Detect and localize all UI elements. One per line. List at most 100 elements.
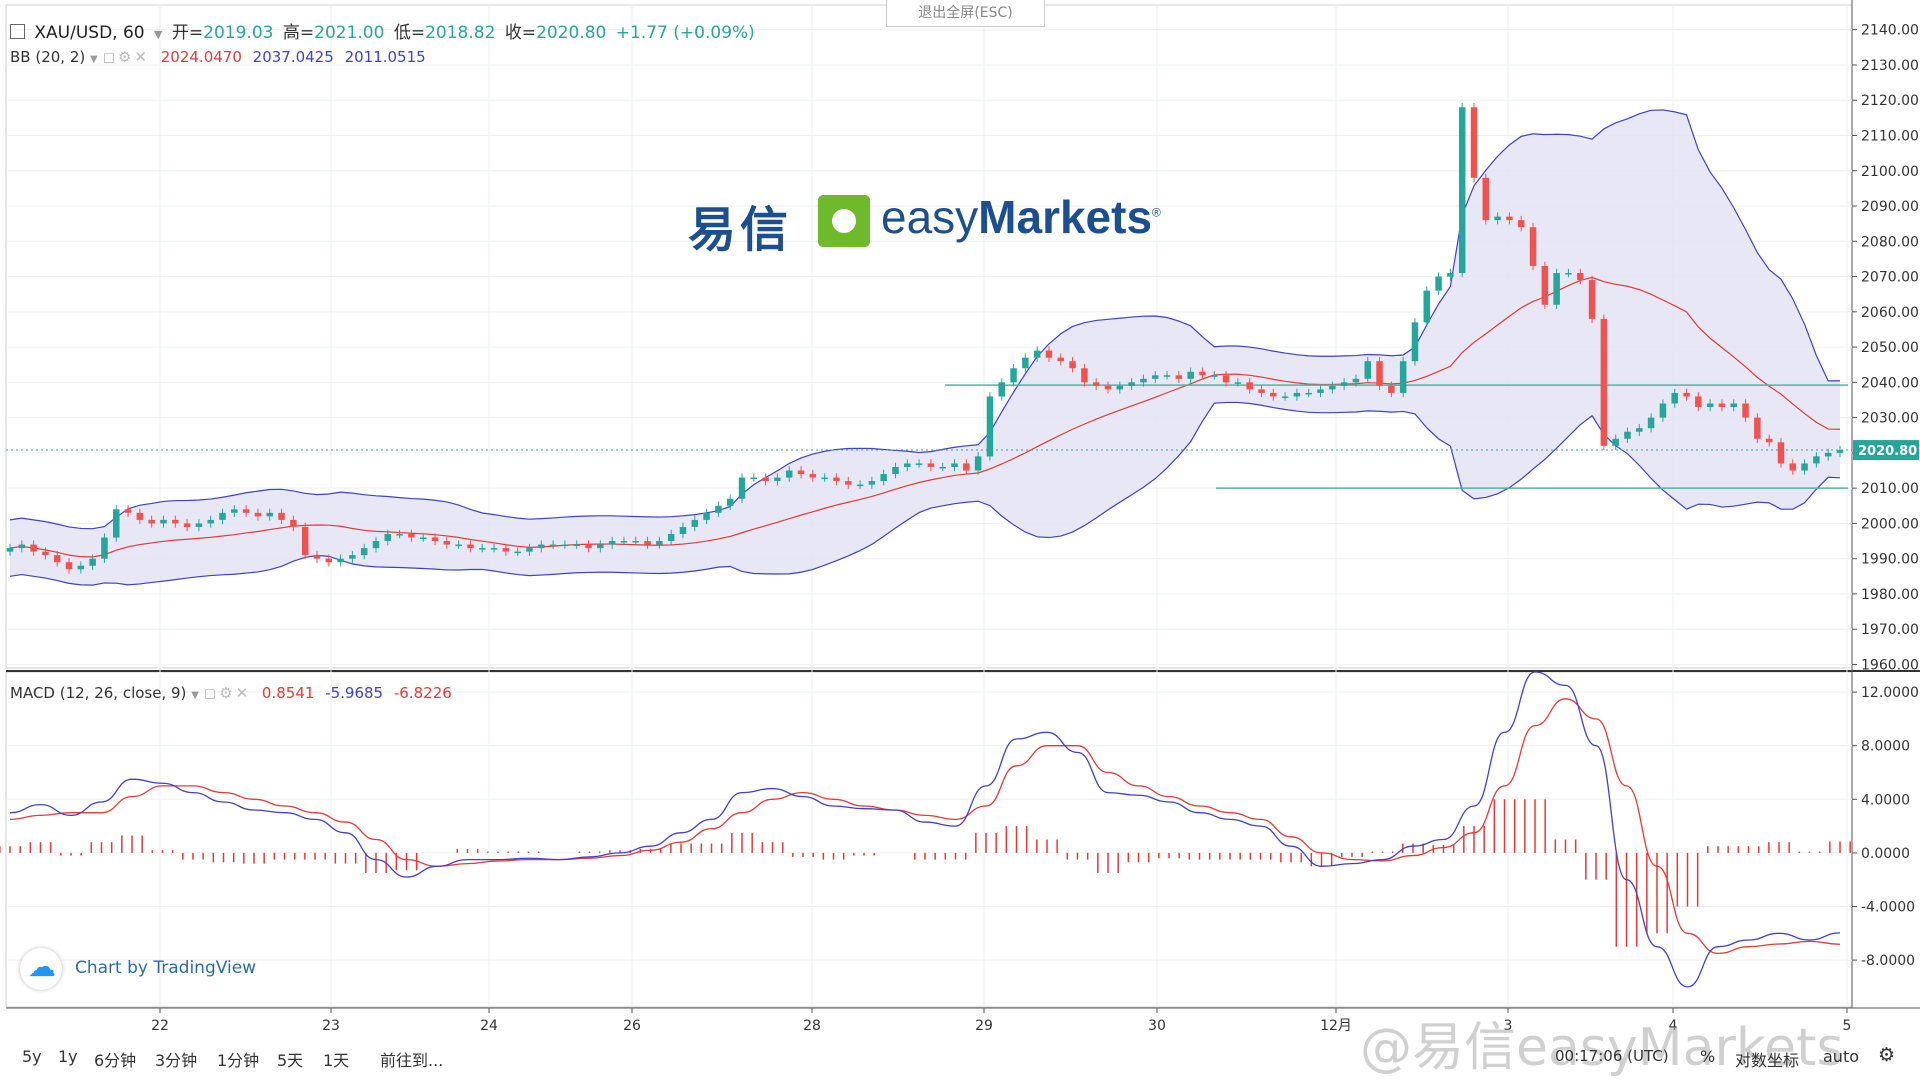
candle-body: [30, 544, 37, 552]
candle-body: [1470, 107, 1478, 178]
macd-tick-label: -4.0000: [1861, 900, 1915, 916]
symbol-label[interactable]: XAU/USD, 60: [34, 23, 145, 43]
candle-body: [986, 396, 994, 457]
logo-cn: 易信: [688, 202, 793, 258]
candle-body: [254, 512, 262, 517]
candle-body: [1801, 463, 1808, 471]
macd-tick-label: 4.0000: [1861, 792, 1910, 808]
candle-body: [1092, 382, 1100, 386]
candle-body: [1494, 216, 1501, 221]
signal-line: [9, 698, 1841, 955]
candle-body: [278, 512, 285, 520]
macd-label[interactable]: MACD (12, 26, close, 9): [10, 684, 187, 702]
y-tick-label: 2090.00: [1861, 199, 1919, 215]
x-tick-label: 23: [322, 1018, 340, 1034]
x-tick-label: 24: [480, 1018, 498, 1034]
candle-body: [1612, 438, 1619, 446]
indicator-controls-icon[interactable]: ◻⚙✕: [102, 48, 150, 66]
open-value: 2019.03: [203, 23, 274, 43]
x-tick-label: 29: [975, 1018, 993, 1034]
candle-body: [219, 512, 226, 520]
candle-body: [1577, 273, 1584, 281]
candle-body: [1140, 378, 1147, 383]
indicator-controls-icon[interactable]: ◻⚙✕: [203, 684, 252, 702]
candle-body: [172, 519, 179, 524]
candle-body: [1104, 385, 1112, 390]
candle-body: [160, 519, 167, 524]
candle-body: [880, 474, 887, 482]
bb-upper-line: [9, 109, 1841, 530]
candle-body: [1317, 389, 1324, 393]
candle-body: [136, 512, 144, 520]
candle-body: [479, 548, 486, 550]
chevron-down-icon[interactable]: ▼: [90, 54, 98, 65]
candle-body: [6, 548, 14, 552]
candle-body: [797, 470, 805, 475]
y-tick-label: 2040.00: [1861, 375, 1919, 391]
candle-body: [1175, 375, 1183, 379]
candle-body: [1706, 403, 1714, 408]
candle-body: [750, 477, 758, 480]
candle-body: [1754, 417, 1761, 439]
candle-body: [372, 541, 380, 549]
y-tick-label: 2100.00: [1861, 164, 1919, 180]
collapse-icon[interactable]: [10, 24, 25, 39]
gear-icon[interactable]: ⚙: [1878, 1044, 1896, 1066]
macd-legend: MACD (12, 26, close, 9) ▼ ◻⚙✕ 0.8541 -5.…: [10, 684, 452, 702]
goto-button[interactable]: 前往到...: [380, 1051, 444, 1070]
candle-body: [785, 470, 793, 478]
range-6min-button[interactable]: 6分钟: [94, 1051, 137, 1070]
candle-body: [951, 463, 958, 467]
candle-body: [301, 526, 309, 556]
candle-body: [915, 463, 923, 465]
macd-tick-label: 0.0000: [1861, 846, 1910, 862]
macd-tick-label: 12.0000: [1861, 685, 1919, 701]
candle-body: [1033, 350, 1041, 358]
y-tick-label: 2060.00: [1861, 305, 1919, 321]
high-label: 高=: [282, 23, 315, 43]
candle-body: [597, 544, 604, 549]
candle-body: [349, 555, 356, 559]
range-1y-button[interactable]: 1y: [58, 1047, 78, 1066]
candle-body: [1010, 368, 1017, 383]
candle-body: [667, 533, 675, 542]
bb-middle-value: 2037.0425: [252, 48, 334, 66]
candle-body: [360, 548, 368, 556]
range-3min-button[interactable]: 3分钟: [155, 1051, 198, 1070]
candle-body: [1447, 273, 1454, 277]
range-1d-button[interactable]: 1天: [323, 1051, 350, 1070]
range-5d-button[interactable]: 5天: [277, 1051, 304, 1070]
chevron-down-icon[interactable]: ▼: [191, 690, 199, 701]
chevron-down-icon[interactable]: ▼: [154, 28, 163, 41]
auto-scale-button[interactable]: auto: [1823, 1047, 1860, 1066]
candle-body: [620, 541, 628, 543]
candle-body: [384, 533, 392, 542]
candle-body: [1506, 216, 1513, 221]
candle-body: [1116, 385, 1124, 390]
y-tick-label: 1970.00: [1861, 622, 1919, 638]
candle-body: [1423, 290, 1431, 323]
watermark: @易信easyMarkets: [1360, 1018, 1844, 1078]
bb-label[interactable]: BB (20, 2): [10, 48, 86, 66]
candle-body: [1435, 276, 1442, 291]
chart-header: XAU/USD, 60 ▼ 开=2019.03 高=2021.00 低=2018…: [10, 18, 759, 43]
candle-body: [1293, 392, 1301, 397]
candle-body: [1081, 368, 1088, 383]
range-1min-button[interactable]: 1分钟: [217, 1051, 260, 1070]
range-5y-button[interactable]: 5y: [22, 1047, 42, 1066]
change-value: +1.77 (+0.09%): [615, 23, 755, 43]
candle-body: [207, 519, 214, 524]
macd-tick-label: -8.0000: [1861, 953, 1915, 969]
candle-body: [53, 555, 61, 563]
candle-body: [1270, 392, 1277, 397]
percent-button[interactable]: %: [1700, 1047, 1716, 1066]
candle-body: [1022, 357, 1029, 369]
high-value: 2021.00: [314, 23, 385, 43]
last-price-tag: 2020.80: [1853, 440, 1919, 461]
exit-fullscreen-button[interactable]: 退出全屏(ESC): [886, 0, 1045, 27]
candle-body: [691, 519, 699, 527]
bb-band-fill: [10, 109, 1840, 586]
log-scale-button[interactable]: 对数坐标: [1735, 1051, 1800, 1070]
x-tick-label: 5: [1843, 1018, 1852, 1034]
